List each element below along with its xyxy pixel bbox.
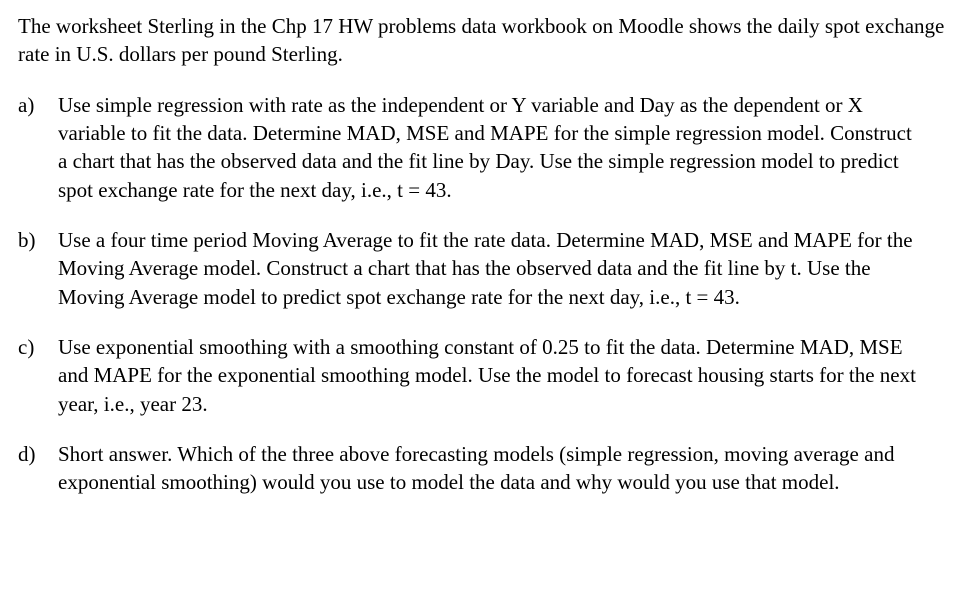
question-label: a) (18, 91, 58, 204)
question-label: b) (18, 226, 58, 311)
question-label: d) (18, 440, 58, 497)
question-body: Use simple regression with rate as the i… (58, 91, 955, 204)
question-body: Short answer. Which of the three above f… (58, 440, 955, 497)
question-body: Use exponential smoothing with a smoothi… (58, 333, 955, 418)
question-label: c) (18, 333, 58, 418)
question-b: b) Use a four time period Moving Average… (18, 226, 955, 311)
question-a: a) Use simple regression with rate as th… (18, 91, 955, 204)
question-d: d) Short answer. Which of the three abov… (18, 440, 955, 497)
intro-paragraph: The worksheet Sterling in the Chp 17 HW … (18, 12, 955, 69)
question-c: c) Use exponential smoothing with a smoo… (18, 333, 955, 418)
question-body: Use a four time period Moving Average to… (58, 226, 955, 311)
